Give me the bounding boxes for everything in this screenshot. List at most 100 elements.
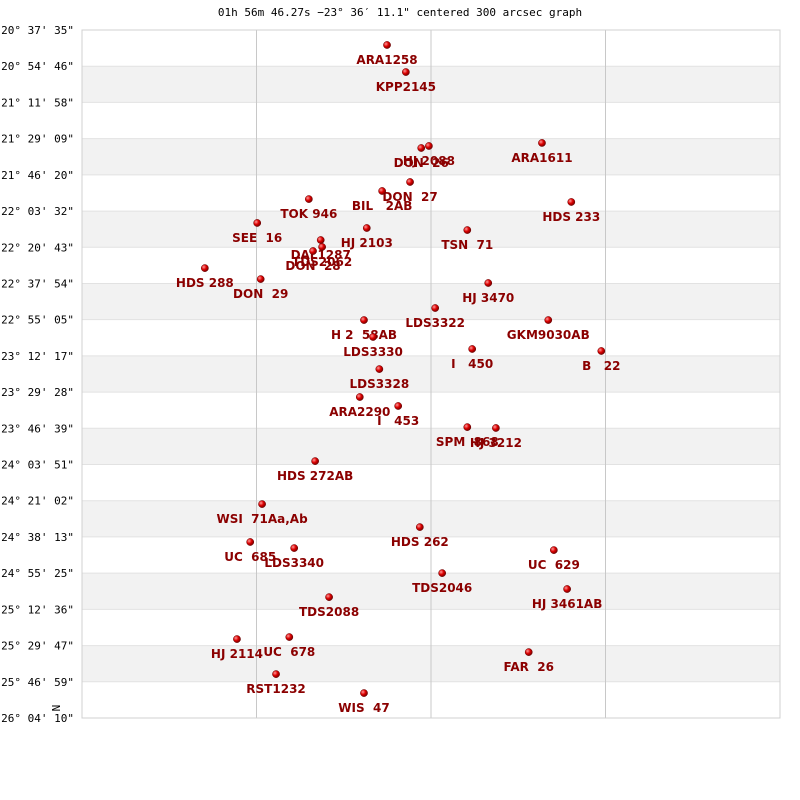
y-tick-label: -20° 37' 35" <box>0 24 74 37</box>
star-point <box>253 219 262 227</box>
star-point <box>383 41 391 49</box>
star-point <box>597 347 606 355</box>
y-tick-label: -24° 55' 25" <box>0 567 74 580</box>
y-tick-label: -23° 29' 28" <box>0 386 74 399</box>
star-point <box>544 316 553 324</box>
star-label: HJ 2103 <box>341 236 393 250</box>
star-point <box>538 139 546 147</box>
star-label: SPM 868 <box>436 435 499 449</box>
y-tick-label: -20° 54' 46" <box>0 60 74 73</box>
y-tick-label: -25° 12' 36" <box>0 603 74 616</box>
star-point <box>438 569 447 577</box>
star-label: LDS3328 <box>350 377 410 391</box>
star-point <box>233 635 241 643</box>
star-label: HJ 2114 <box>211 647 263 661</box>
y-tick-label: -22° 03' 32" <box>0 205 74 218</box>
plot-border <box>81 29 781 719</box>
star-label: WIS 47 <box>338 701 389 715</box>
star-label: KPP2145 <box>376 80 436 94</box>
star-label: LDS3322 <box>405 316 465 330</box>
chart-title: 01h 56m 46.27s −23° 36′ 11.1" centered 3… <box>218 6 582 19</box>
star-label: DON 26 <box>394 156 449 170</box>
star-label: HDS 288 <box>176 276 234 290</box>
star-label: UC 685 <box>224 550 276 564</box>
star-label: B 22 <box>582 359 620 373</box>
star-label: H 2 58AB <box>331 328 397 342</box>
y-tick-label: -22° 37' 54" <box>0 277 74 290</box>
y-tick-label: -24° 38' 13" <box>0 531 74 544</box>
star-label: I 450 <box>451 357 493 371</box>
star-point <box>563 585 571 593</box>
star-label: UC 678 <box>263 645 315 659</box>
star-point <box>484 279 493 287</box>
star-point <box>272 670 280 678</box>
star-point <box>468 345 477 353</box>
star-label: SEE 16 <box>232 231 282 245</box>
star-point <box>406 178 414 186</box>
star-point <box>256 275 265 283</box>
y-tick-label: -23° 12' 17" <box>0 350 74 363</box>
star-point <box>549 546 558 554</box>
star-point <box>362 224 371 232</box>
star-point <box>415 523 424 531</box>
star-label: ARA1258 <box>356 53 417 67</box>
star-label: LDS3340 <box>264 556 324 570</box>
star-label: GKM9030AB <box>507 328 590 342</box>
star-label: LDS3330 <box>343 345 403 359</box>
star-point <box>402 68 410 76</box>
y-tick-label: -22° 55' 05" <box>0 314 74 327</box>
y-tick-label: -22° 20' 43" <box>0 241 74 254</box>
star-point <box>375 365 384 373</box>
star-label: HDS 233 <box>542 210 600 224</box>
star-label: RST1232 <box>246 682 305 696</box>
star-point <box>316 236 325 244</box>
y-tick-label: -21° 29' 09" <box>0 133 74 146</box>
star-label: ARA1611 <box>511 151 572 165</box>
star-point <box>492 424 500 432</box>
star-point <box>246 538 255 546</box>
star-point <box>431 304 440 312</box>
star-point <box>258 500 266 508</box>
star-label: FAR 26 <box>504 660 554 674</box>
star-label: ARA2290 <box>329 405 390 419</box>
star-point <box>567 198 576 206</box>
star-point <box>285 633 294 641</box>
star-point <box>360 316 368 324</box>
star-label: HJ 2088 <box>403 154 455 168</box>
star-point <box>318 243 326 251</box>
star-point <box>360 689 368 697</box>
star-label: I 453 <box>377 414 419 428</box>
star-label: HDS 272AB <box>277 469 353 483</box>
north-label: N <box>50 705 63 712</box>
star-label: TDS2046 <box>412 581 472 595</box>
star-point <box>309 247 317 255</box>
star-label: DON 28 <box>285 259 340 273</box>
star-label: DON 29 <box>233 287 288 301</box>
star-label: WSI 71Aa,Ab <box>216 512 308 526</box>
star-point <box>463 226 472 234</box>
star-point <box>369 333 377 341</box>
star-label: HDS 262 <box>391 535 449 549</box>
y-tick-label: -25° 29' 47" <box>0 640 74 653</box>
y-tick-label: -24° 21' 02" <box>0 495 74 508</box>
star-point <box>305 195 313 203</box>
star-label: BIL 2AB <box>352 199 413 213</box>
star-point <box>325 593 333 601</box>
star-point <box>355 393 364 401</box>
y-tick-label: -21° 11' 58" <box>0 96 74 109</box>
star-label: TSN 71 <box>441 238 493 252</box>
star-label: DON 27 <box>382 190 437 204</box>
star-label: HJ 3470 <box>462 291 514 305</box>
star-point <box>200 264 209 272</box>
y-tick-label: -23° 46' 39" <box>0 422 74 435</box>
star-point <box>378 187 386 195</box>
star-point <box>394 402 403 410</box>
star-label: UC 629 <box>528 558 580 572</box>
star-label: TOK 946 <box>280 207 337 221</box>
y-tick-label: -25° 46' 59" <box>0 676 74 689</box>
star-point <box>290 544 299 552</box>
star-label: TDS2088 <box>299 605 359 619</box>
y-tick-label: -26° 04' 10" <box>0 712 74 725</box>
